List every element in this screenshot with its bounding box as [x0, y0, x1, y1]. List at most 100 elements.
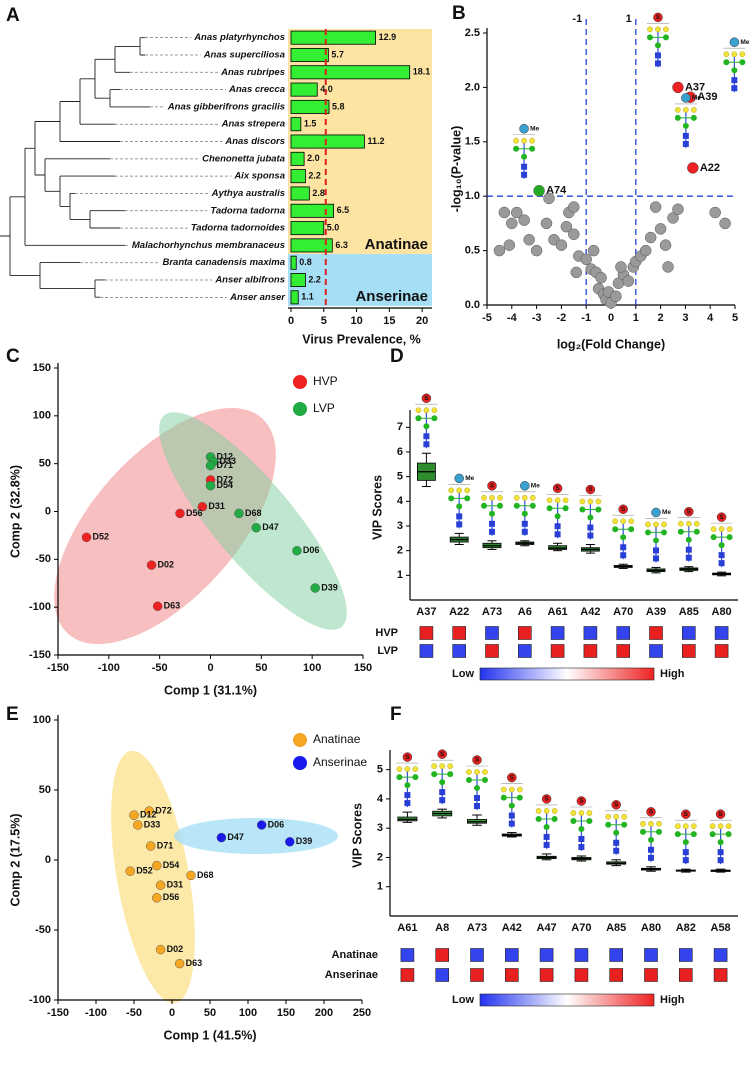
point — [644, 231, 657, 244]
bar — [290, 203, 335, 218]
glycan-tag — [611, 800, 621, 810]
x-tick-label: A61 — [548, 606, 568, 618]
bar — [290, 134, 365, 149]
value-label: 2.2 — [308, 274, 321, 284]
heatmap-cell — [583, 626, 598, 640]
glycan-tag — [681, 809, 691, 819]
point — [146, 841, 156, 851]
glycan-square — [717, 849, 724, 856]
heatmap-cell — [681, 626, 696, 640]
glycan-tag — [618, 504, 628, 514]
species-label: Malachorhynchus membranaceus — [132, 240, 285, 251]
value-label: 1.5 — [304, 119, 317, 129]
x-tick-label: A6 — [518, 606, 532, 618]
y-tick-label: 1 — [397, 569, 403, 581]
glycan-circle — [396, 774, 403, 781]
glycan-circle — [543, 823, 550, 830]
heatmap-cell — [713, 948, 728, 962]
y-tick-label: -150 — [29, 649, 51, 661]
glycan-circle — [535, 808, 542, 814]
point — [125, 866, 135, 876]
glycan-circle — [709, 831, 716, 838]
heatmap-cell — [616, 626, 631, 640]
glycan-circle — [718, 542, 725, 549]
threshold-label: -1 — [572, 13, 582, 25]
glycan-circle — [423, 407, 430, 414]
x-tick-label: A73 — [482, 606, 502, 618]
glycan-circle — [474, 785, 480, 792]
legend-label: LVP — [313, 401, 335, 415]
glycan-circle — [554, 497, 561, 504]
glycan-circle — [674, 831, 681, 838]
point-label: D68 — [197, 870, 214, 880]
glycan-circle — [653, 521, 659, 528]
glycan-square — [654, 60, 661, 67]
glycan-circle — [613, 829, 620, 836]
glycan-tag-label: S — [475, 757, 480, 764]
bar — [290, 117, 302, 132]
glycan-square — [554, 531, 561, 538]
point-label: A74 — [546, 185, 567, 197]
point — [667, 212, 679, 224]
legend-marker — [293, 375, 307, 389]
glycan-circle — [613, 813, 620, 820]
heatmap-cell — [435, 948, 450, 962]
glycan-circle — [682, 107, 689, 113]
y-tick-label: 50 — [39, 784, 51, 796]
species-label: Anser anser — [229, 292, 286, 303]
glycan-circle — [690, 823, 697, 830]
heatmap-cell — [644, 948, 658, 962]
glycan-circle — [710, 526, 717, 532]
glycan-tag — [729, 37, 740, 47]
glycan-tag — [520, 481, 530, 491]
point-label: D63 — [186, 958, 203, 968]
point-label: D47 — [262, 522, 279, 532]
heatmap-cell — [714, 626, 729, 640]
glycan-square — [521, 528, 528, 535]
glycan-square — [587, 532, 594, 539]
species-label: Branta canadensis maxima — [162, 257, 285, 268]
group-label: Anatinae — [365, 236, 428, 253]
glycan-circle — [562, 505, 569, 512]
point — [672, 81, 684, 94]
x-tick-label: 50 — [255, 662, 267, 674]
x-tick-label: 5 — [321, 315, 327, 327]
glycan-circle — [464, 495, 471, 502]
glycan-circle — [621, 813, 628, 820]
glycan-circle — [587, 514, 594, 521]
x-tick-label: 20 — [416, 315, 428, 327]
point — [205, 460, 216, 471]
x-tick-label: A70 — [613, 606, 633, 618]
species-label: Tadorna tadorna — [210, 205, 285, 216]
glycan-circle — [497, 502, 503, 509]
point — [155, 880, 166, 890]
value-label: 6.3 — [335, 240, 348, 250]
glycan-circle — [723, 59, 730, 66]
bar — [290, 82, 318, 97]
x-tick-label: 150 — [277, 1007, 295, 1019]
glycan-square — [423, 441, 430, 448]
heatmap-row-label: HVP — [375, 627, 398, 639]
panel-letter: F — [390, 704, 402, 725]
x-tick-label: -100 — [85, 1007, 107, 1019]
point-label: D06 — [303, 545, 320, 555]
heatmap-cell — [649, 644, 663, 658]
glycan-circle — [500, 794, 507, 801]
glycan-tag — [552, 483, 563, 494]
x-axis-label: Comp 1 (41.5%) — [163, 1028, 256, 1042]
glycan-circle — [595, 506, 602, 513]
y-tick-label: -100 — [29, 994, 51, 1006]
glycan-circle — [661, 529, 667, 536]
point — [503, 239, 516, 251]
glycan-circle — [710, 534, 717, 541]
glycan-circle — [612, 526, 619, 533]
glycan-square — [685, 554, 692, 561]
glycan-tag-label: Me — [465, 475, 474, 482]
heatmap-cell — [539, 948, 554, 962]
y-axis-label: Comp 2 (32.8%) — [8, 465, 22, 558]
point — [719, 217, 731, 230]
value-label: 1.1 — [301, 292, 314, 302]
x-tick-label: 2 — [658, 312, 664, 324]
glycan-square — [423, 433, 430, 440]
